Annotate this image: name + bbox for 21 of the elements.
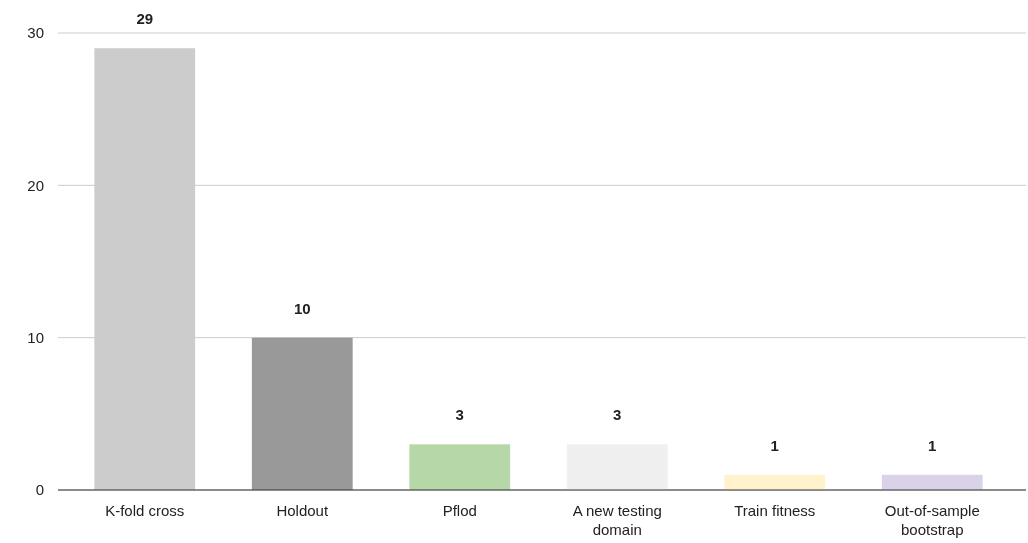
- bar: [881, 474, 983, 490]
- x-tick-label: K-fold cross: [105, 502, 185, 519]
- x-tick-label: Holdout: [276, 502, 329, 519]
- bar: [251, 337, 353, 490]
- x-tick-label: Out-of-sample bootstrap: [884, 502, 980, 538]
- data-label: 10: [293, 299, 311, 317]
- bar: [566, 444, 668, 490]
- data-label: 1: [928, 436, 937, 454]
- data-label: 1: [770, 436, 779, 454]
- x-tick-label: A new testing domain: [572, 502, 662, 538]
- y-tick-label: 0: [35, 481, 44, 499]
- x-tick-label: Train fitness: [734, 502, 816, 519]
- x-tick-label: Pflod: [442, 502, 477, 519]
- bar: [409, 444, 511, 490]
- data-label: 3: [613, 406, 622, 424]
- y-tick-label: 30: [27, 24, 44, 42]
- data-label: 3: [455, 406, 464, 424]
- bar: [724, 474, 826, 490]
- y-tick-label: 10: [27, 328, 44, 346]
- data-label: 29: [136, 10, 154, 28]
- y-tick-label: 20: [27, 176, 44, 194]
